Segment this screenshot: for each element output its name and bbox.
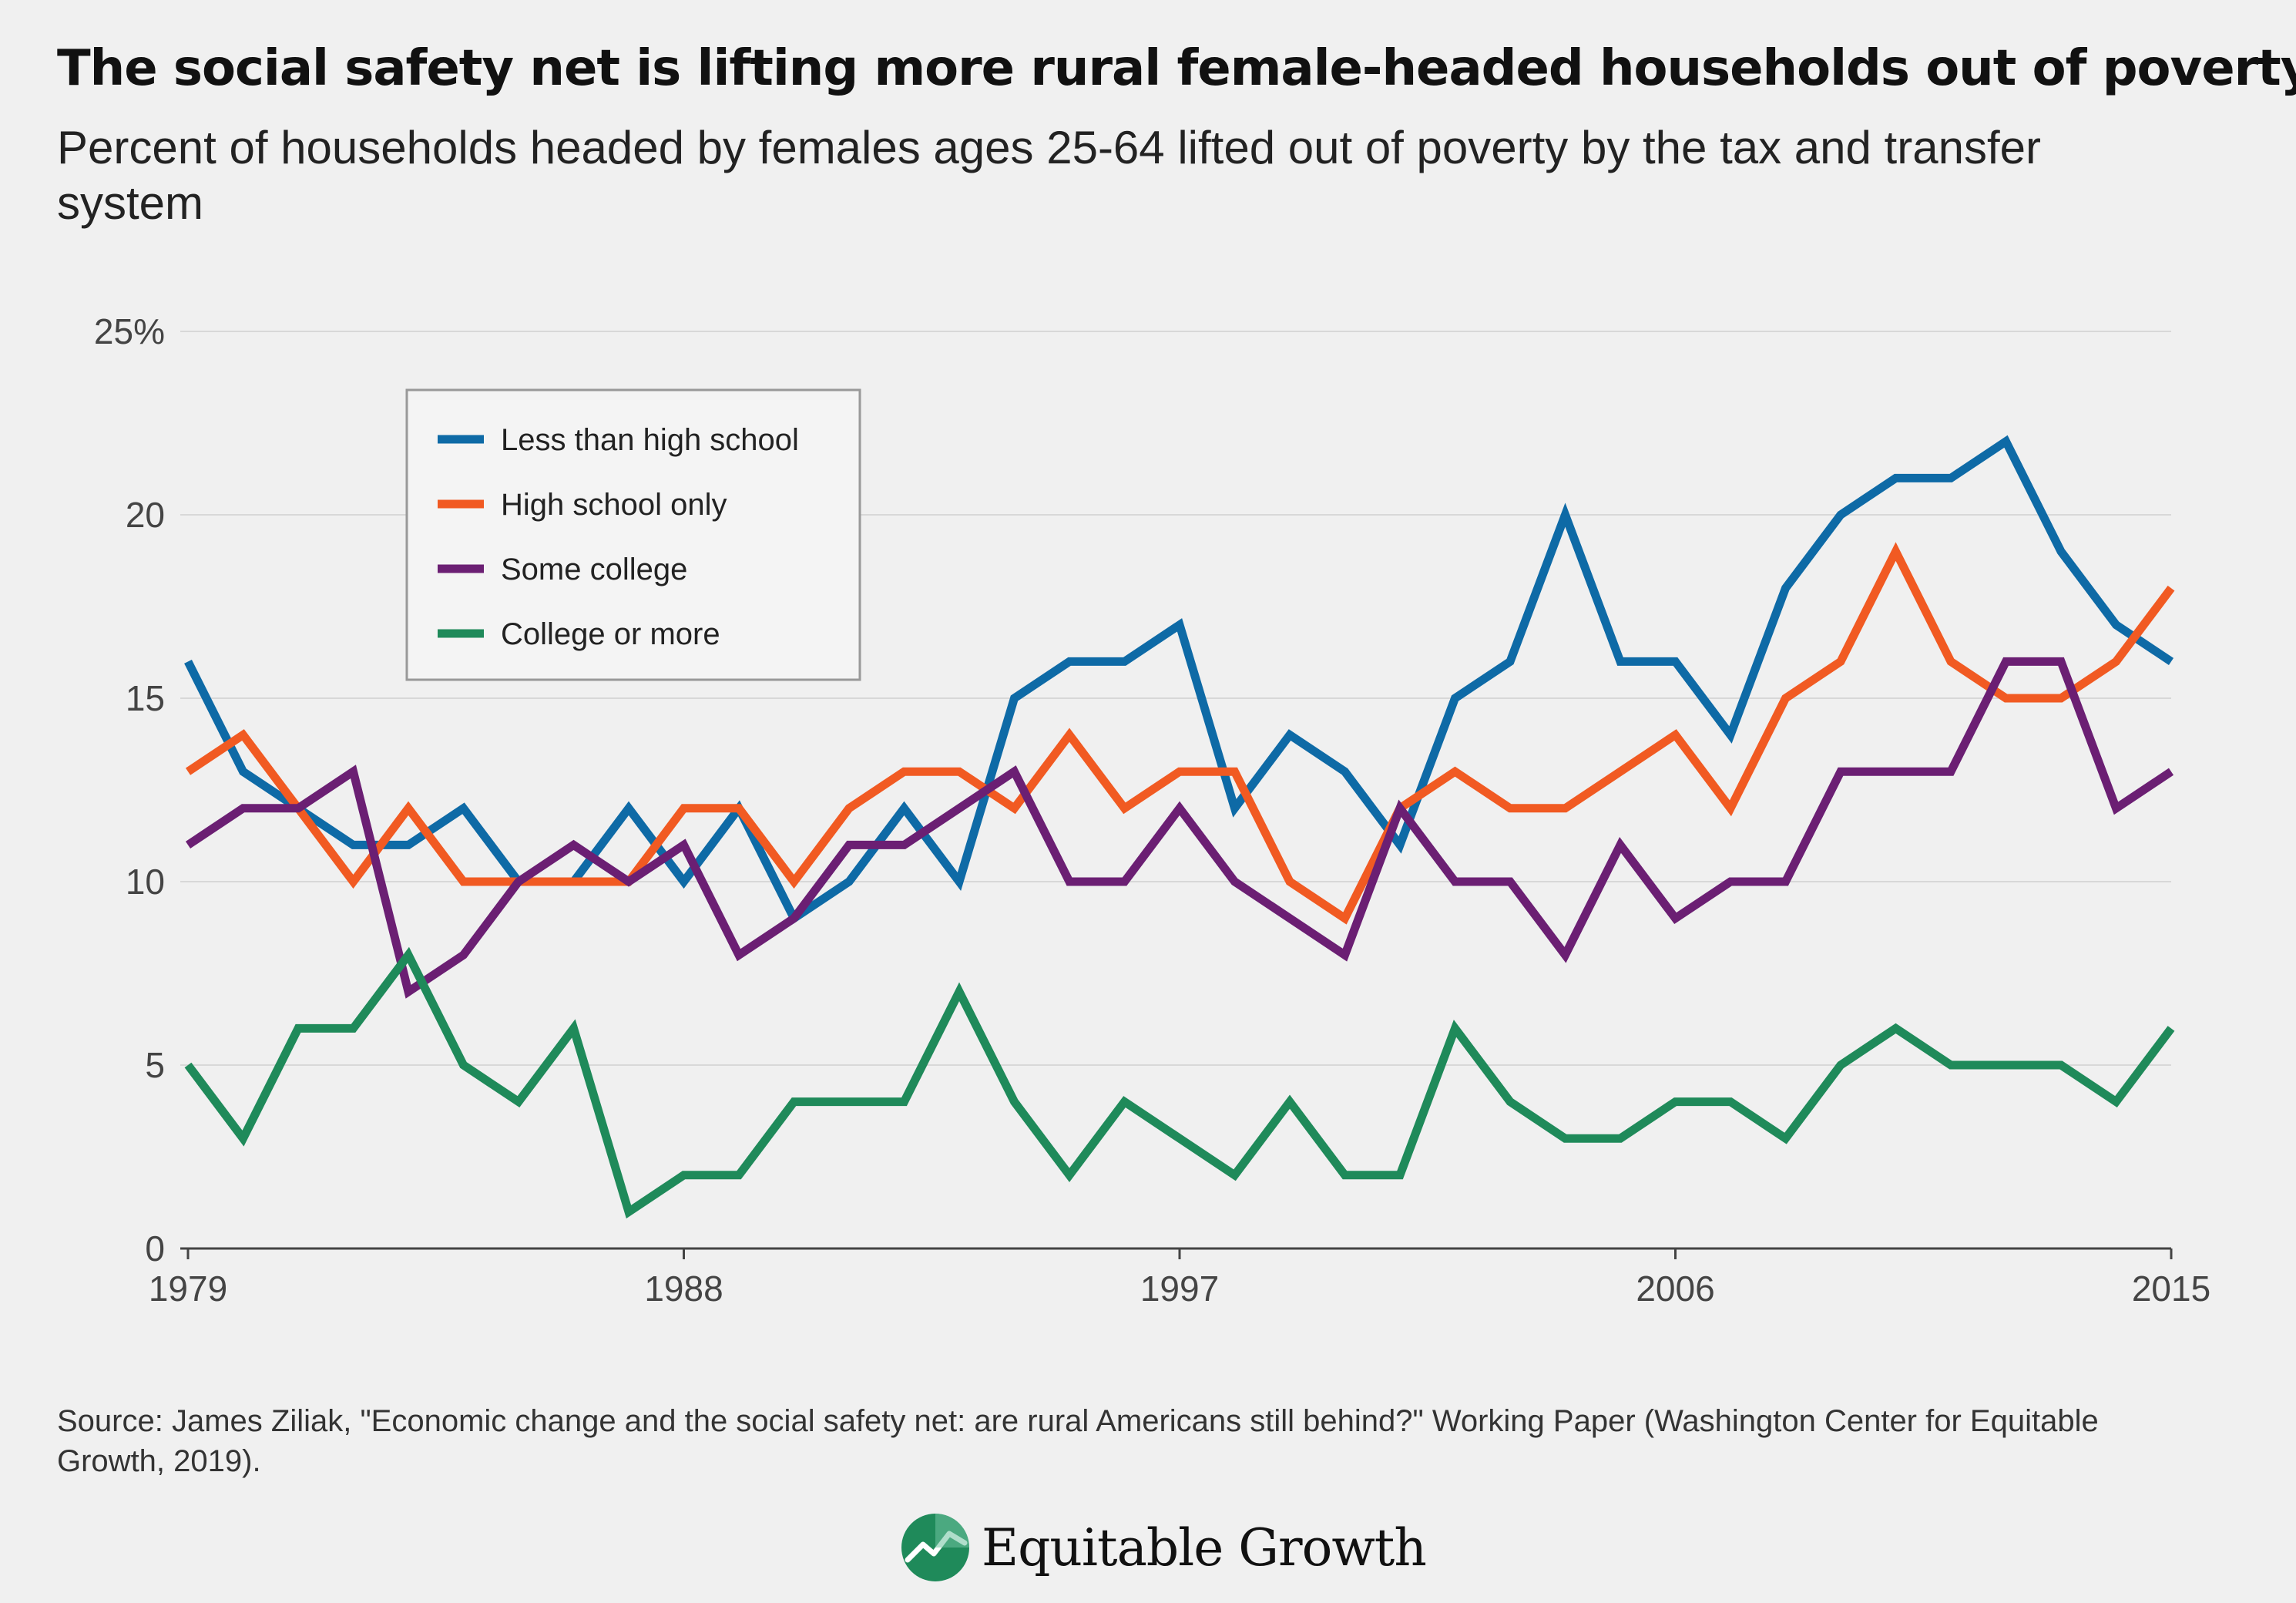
y-tick-label: 10	[126, 862, 165, 902]
series-line-college-or-more	[184, 946, 2175, 1219]
x-tick-label: 1988	[644, 1269, 723, 1309]
y-tick-label: 0	[145, 1228, 165, 1269]
equitable-growth-logo-icon	[901, 1514, 969, 1581]
y-tick-label: 20	[126, 495, 165, 535]
legend-label: Less than high school	[501, 423, 799, 457]
y-tick-label: 5	[145, 1045, 165, 1085]
x-tick-label: 1997	[1140, 1269, 1219, 1309]
line-chart: 0 5 10 15 20 25% 1979 1988 1997 2006 2015 Less tha…	[94, 311, 2210, 1309]
series-line-some-college	[185, 657, 2174, 999]
x-tick-label: 2015	[2132, 1269, 2210, 1309]
chart-title: The social safety net is lifting more ru…	[57, 40, 2296, 97]
y-tick-label: 15	[126, 678, 165, 718]
legend-label: College or more	[501, 617, 720, 651]
source-note: Source: James Ziliak, "Economic change a…	[57, 1404, 2099, 1478]
logo-text: Equitable Growth	[982, 1517, 1427, 1578]
legend: Less than high school High school only Som…	[405, 388, 861, 681]
legend-label: High school only	[501, 488, 727, 522]
series-lines	[184, 435, 2175, 1219]
x-tick-label: 2006	[1636, 1269, 1714, 1309]
chart-subtitle: Percent of households headed by females …	[57, 122, 2041, 229]
x-tick-label: 1979	[149, 1269, 227, 1309]
legend-label: Some college	[501, 553, 687, 586]
brand-logo: Equitable Growth	[900, 1509, 1427, 1586]
axes: 0 5 10 15 20 25% 1979 1988 1997 2006 2015	[94, 311, 2210, 1309]
y-tick-label: 25%	[94, 311, 165, 351]
